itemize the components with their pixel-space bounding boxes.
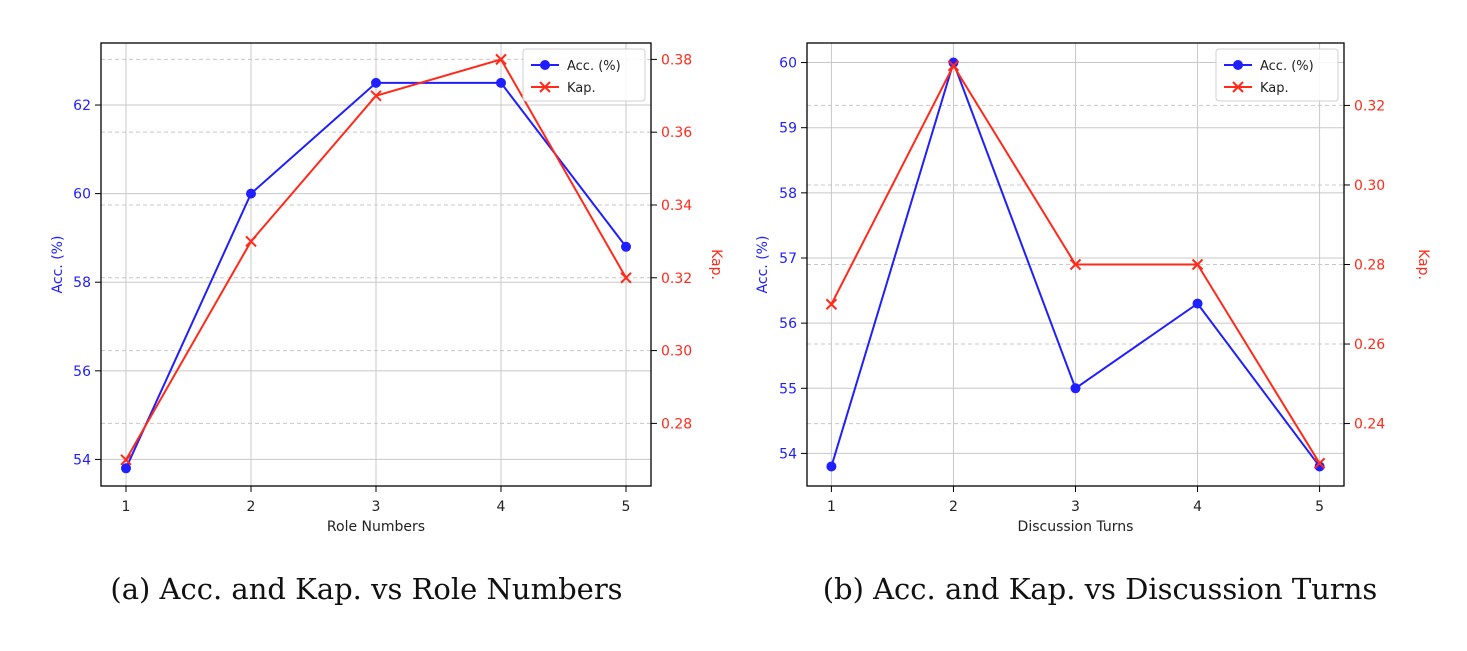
x-tick-label: 3: [372, 499, 381, 515]
data-point-acc: [1192, 298, 1203, 309]
y-right-tick-label: 0.28: [1354, 258, 1385, 274]
data-point-kap: [120, 454, 132, 466]
y-left-tick-label: 60: [73, 187, 91, 203]
data-point-kap: [1069, 258, 1082, 271]
chart-a-svg: 1 2 3 4 5 Role Numbers 54 56 58 60 62 Acc. (%) 0.28 0…: [50, 42, 724, 535]
chart-b-caption: (b) Acc. and Kap. vs Discussion Turns: [822, 572, 1378, 606]
y-left-axis-label: Acc. (%): [50, 236, 66, 294]
legend: Acc. (%) Kap.: [522, 48, 646, 102]
data-point-kap: [1313, 457, 1326, 470]
data-point-kap: [370, 90, 382, 102]
data-point-kap: [245, 235, 257, 248]
x-tick-label: 1: [122, 499, 131, 515]
legend-label: Acc. (%): [1260, 59, 1314, 74]
marker-x-stroke: [620, 272, 632, 284]
data-point-acc: [246, 188, 256, 199]
data-point-acc: [826, 461, 837, 472]
data-point-acc: [121, 463, 131, 474]
marker-x-stroke: [495, 53, 507, 66]
marker-x-stroke: [1069, 258, 1082, 271]
legend-label: Kap.: [1260, 81, 1289, 96]
y-left-tick-label: 57: [779, 251, 797, 267]
legend-label: Kap.: [567, 81, 596, 96]
legend: Acc. (%) Kap.: [1215, 48, 1339, 102]
y-right-tick-label: 0.32: [1354, 98, 1385, 114]
x-tick-label: 4: [1193, 499, 1202, 515]
y-left-axis-label: Acc. (%): [755, 236, 771, 294]
data-point-kap: [620, 272, 632, 284]
y-left-tick-label: 56: [779, 316, 797, 332]
legend-marker-circle: [540, 60, 550, 70]
y-right-tick-label: 0.34: [661, 198, 692, 214]
x-tick-label: 2: [949, 499, 958, 515]
y-right-tick-label: 0.30: [661, 344, 692, 360]
data-point-kap: [825, 298, 838, 310]
marker-x-stroke: [825, 298, 838, 310]
x-tick-label: 5: [622, 499, 631, 515]
y-right-axis-label: Kap.: [1415, 249, 1431, 280]
data-point-acc: [371, 77, 381, 88]
y-right-axis-label: Kap.: [708, 249, 724, 280]
y-left-tick-label: 58: [73, 275, 91, 291]
y-right-tick-label: 0.26: [1354, 337, 1385, 353]
legend-marker-circle: [1233, 60, 1243, 70]
data-point-acc: [1070, 383, 1081, 394]
data-point-acc: [621, 241, 631, 252]
y-left-tick-label: 56: [73, 364, 91, 380]
legend-label: Acc. (%): [567, 59, 621, 74]
chart-a-caption: (a) Acc. and Kap. vs Role Numbers: [110, 572, 623, 606]
data-point-acc: [496, 77, 506, 88]
legend-marker-x: [1232, 81, 1244, 93]
marker-x-stroke: [120, 454, 132, 466]
y-right-tick-label: 0.24: [1354, 417, 1385, 433]
marker-x-stroke: [1191, 258, 1204, 271]
x-tick-label: 2: [247, 499, 256, 515]
y-left-tick-label: 54: [73, 452, 91, 468]
y-left-tick-label: 54: [779, 446, 797, 462]
chart-b-svg: 1 2 3 4 5 Discussion Turns 54 55 56 57 58 59 60 Acc. …: [755, 42, 1431, 535]
legend-marker-x: [539, 81, 551, 93]
y-left-tick-label: 58: [779, 186, 797, 202]
y-right-tick-label: 0.28: [661, 416, 692, 432]
y-right-tick-label: 0.32: [661, 271, 692, 287]
marker-x-stroke: [245, 235, 257, 248]
y-right-tick-label: 0.30: [1354, 178, 1385, 194]
y-left-tick-label: 55: [779, 381, 797, 397]
data-point-kap: [495, 53, 507, 66]
x-tick-label: 3: [1071, 499, 1080, 515]
x-tick-label: 1: [827, 499, 836, 515]
data-point-acc: [948, 57, 959, 68]
x-tick-label: 4: [497, 499, 506, 515]
chart-panel-a: 1 2 3 4 5 Role Numbers 54 56 58 60 62 Acc. (%) 0.28 0…: [0, 0, 733, 651]
y-right-tick-label: 0.36: [661, 125, 692, 141]
y-left-tick-label: 62: [73, 98, 91, 114]
data-point-kap: [1191, 258, 1204, 271]
marker-x-stroke: [370, 90, 382, 102]
y-right-tick-label: 0.38: [661, 52, 692, 68]
x-axis-label: Discussion Turns: [1018, 519, 1134, 535]
y-left-tick-label: 59: [779, 121, 797, 137]
marker-x-stroke: [1313, 457, 1326, 470]
data-point-kap: [947, 59, 960, 72]
y-left-tick-label: 60: [779, 56, 797, 72]
data-point-acc: [1314, 461, 1325, 472]
x-tick-label: 5: [1315, 499, 1324, 515]
marker-x-stroke: [947, 59, 960, 72]
chart-panel-b: 1 2 3 4 5 Discussion Turns 54 55 56 57 58 59 60 Acc. …: [733, 0, 1467, 651]
x-axis-label: Role Numbers: [327, 519, 425, 535]
